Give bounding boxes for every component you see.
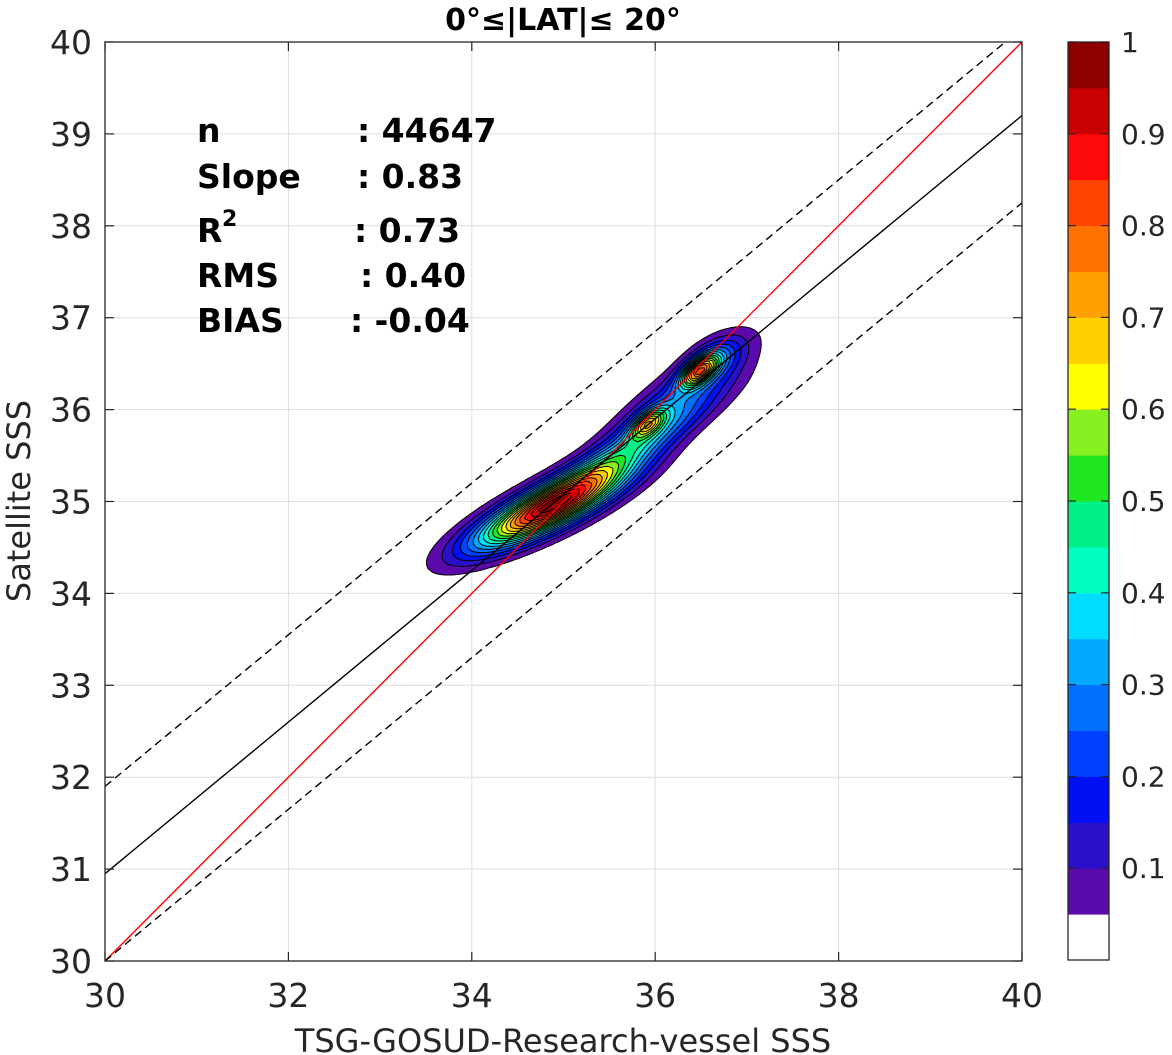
y-tick-label: 36 — [50, 391, 92, 430]
colorbar-segment — [1068, 822, 1109, 869]
stats-box: n : 44647 Slope : 0.83 R 2 : 0.73 RMS : … — [197, 111, 497, 340]
colorbar-segment — [1068, 87, 1109, 135]
colorbar-tick-label: 0.5 — [1121, 485, 1166, 518]
regression-line — [105, 114, 1022, 875]
colorbar-segment — [1068, 501, 1109, 548]
x-tick-label: 32 — [267, 976, 309, 1015]
contour-line-8 — [483, 353, 722, 545]
chart-title: 0°≤|LAT|≤ 20° — [445, 3, 681, 38]
contour-line-12 — [501, 359, 714, 535]
colorbar-segment — [1068, 546, 1109, 594]
x-tick-label: 38 — [818, 976, 860, 1015]
x-tick-label: 40 — [1001, 976, 1043, 1015]
colorbar — [1068, 42, 1109, 961]
colorbar-segment — [1068, 684, 1109, 731]
contour-line-7 — [477, 351, 725, 547]
contour-line-6 — [472, 349, 728, 550]
contour-line-1 — [425, 326, 762, 576]
y-tick-label: 31 — [50, 850, 92, 889]
stat-rms-label: RMS — [197, 256, 279, 295]
colorbar-ticks: 0.1 0.2 0.3 0.4 0.5 0.6 0.7 0.8 0.9 1 — [1068, 26, 1166, 885]
y-tick-label: 34 — [50, 574, 92, 613]
stat-bias-value: : -0.04 — [350, 301, 470, 340]
contour-line-5 — [466, 346, 732, 554]
y-tick-label: 33 — [50, 666, 92, 705]
colorbar-segment — [1068, 638, 1109, 686]
colorbar-segment — [1068, 42, 1109, 89]
stat-slope-value: : 0.83 — [357, 157, 463, 196]
colorbar-segment — [1068, 592, 1109, 640]
lower-line — [105, 202, 1022, 961]
contour-line-16 — [519, 367, 706, 525]
stat-bias-label: BIAS — [197, 301, 284, 340]
contour-line-4 — [459, 343, 736, 557]
colorbar-segment — [1068, 730, 1109, 777]
colorbar-segment — [1068, 455, 1109, 502]
contour-line-2 — [441, 334, 750, 567]
colorbar-tick-label: 0.7 — [1121, 301, 1166, 334]
x-axis-label: TSG-GOSUD-Research-vessel SSS — [294, 1022, 831, 1055]
y-tick-labels: 30 31 32 33 34 35 36 37 38 39 40 — [50, 23, 92, 981]
colorbar-tick-label: 0.2 — [1121, 760, 1166, 793]
colorbar-tick-label: 0.3 — [1121, 669, 1166, 702]
colorbar-tick-label: 0.6 — [1121, 393, 1166, 426]
y-axis-label: Satellite SSS — [0, 400, 38, 602]
y-tick-label: 37 — [50, 299, 92, 338]
stat-n-value: : 44647 — [357, 111, 497, 150]
contour-line-3 — [451, 339, 742, 562]
y-tick-label: 30 — [50, 942, 92, 981]
x-tick-label: 36 — [634, 976, 676, 1015]
colorbar-tick-label: 0.8 — [1121, 210, 1166, 243]
colorbar-segment — [1068, 225, 1109, 272]
colorbar-segment — [1068, 776, 1109, 823]
stat-r2-sup: 2 — [222, 207, 237, 232]
y-tick-label: 32 — [50, 758, 92, 797]
contour-line-10 — [492, 356, 718, 540]
colorbar-segment — [1068, 363, 1109, 410]
y-tick-label: 40 — [50, 23, 92, 62]
grid-lines — [105, 42, 1022, 961]
stat-r2-label: R — [197, 211, 222, 250]
identity-line — [105, 42, 1022, 961]
stat-r2-value: : 0.73 — [354, 211, 460, 250]
colorbar-tick-label: 1 — [1121, 26, 1139, 59]
y-tick-label: 35 — [50, 483, 92, 522]
colorbar-tick-label: 0.9 — [1121, 118, 1166, 151]
colorbar-tick-label: 0.1 — [1121, 852, 1166, 885]
axis-ticks — [104, 41, 1023, 962]
x-tick-labels: 30 32 34 36 38 40 — [84, 976, 1043, 1015]
colorbar-segment — [1068, 868, 1109, 915]
colorbar-segment — [1068, 179, 1109, 227]
colorbar-segment — [1068, 409, 1109, 456]
colorbar-segment — [1068, 271, 1109, 318]
reference-lines — [105, 42, 1022, 961]
y-tick-label: 39 — [50, 115, 92, 154]
upper-line — [105, 42, 1007, 787]
x-tick-label: 34 — [451, 976, 493, 1015]
colorbar-segment — [1068, 317, 1109, 364]
y-tick-label: 38 — [50, 207, 92, 246]
stat-slope-label: Slope — [197, 157, 301, 196]
colorbar-segment — [1068, 914, 1109, 961]
stat-rms-value: : 0.40 — [360, 256, 466, 295]
x-tick-label: 30 — [84, 976, 126, 1015]
colorbar-tick-label: 0.4 — [1121, 577, 1166, 610]
stat-n-label: n — [197, 111, 221, 150]
colorbar-segment — [1068, 133, 1109, 181]
